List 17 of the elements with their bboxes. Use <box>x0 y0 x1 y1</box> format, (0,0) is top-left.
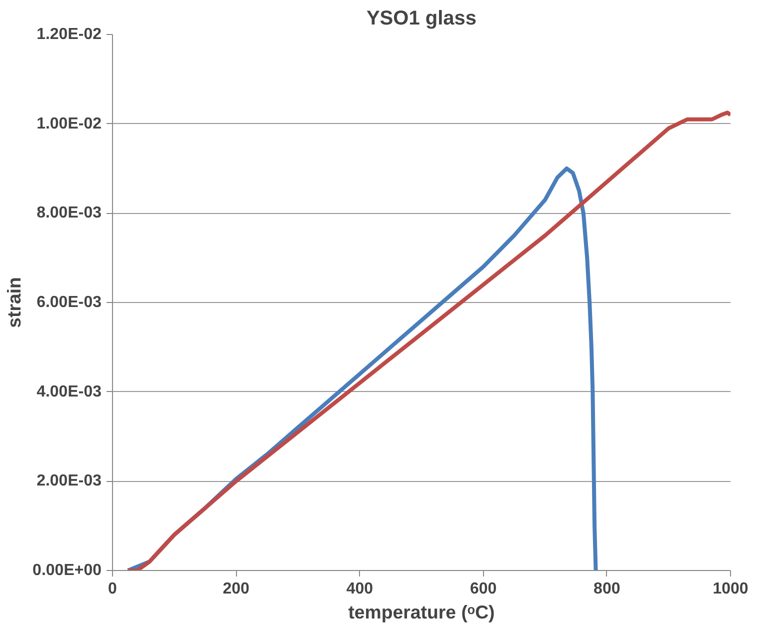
x-tick-label: 400 <box>346 580 374 598</box>
y-tick-label: 2.00E-03 <box>36 472 102 490</box>
line-series <box>126 110 730 570</box>
x-tick-label: 200 <box>222 580 250 598</box>
y-axis-title: strain <box>4 277 25 328</box>
y-tick-label: 0.00E+00 <box>32 562 102 579</box>
chart-title: YSO1 glass <box>366 8 477 30</box>
y-tick-label: 1.20E-02 <box>36 26 102 43</box>
y-tick-label: 8.00E-03 <box>36 204 102 222</box>
y-tick-label: 1.00E-02 <box>36 115 102 132</box>
x-tick-label: 1000 <box>712 580 748 598</box>
x-tick-label: 0 <box>108 580 118 598</box>
x-axis-title: temperature (ᵒC) <box>348 602 495 622</box>
x-tick-label: 600 <box>470 580 497 598</box>
y-tick-label: 4.00E-03 <box>36 383 102 400</box>
y-tick-label: 6.00E-03 <box>36 294 102 311</box>
x-tick-label: 800 <box>594 580 620 598</box>
